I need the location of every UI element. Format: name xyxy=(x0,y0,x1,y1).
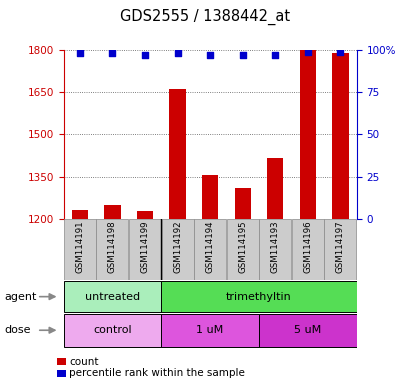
Bar xyxy=(137,211,153,219)
Text: GSM114193: GSM114193 xyxy=(270,221,279,273)
Point xyxy=(336,48,343,55)
Text: count: count xyxy=(69,357,98,367)
Point xyxy=(239,52,245,58)
Point xyxy=(271,52,278,58)
Point xyxy=(304,48,310,55)
Text: GSM114192: GSM114192 xyxy=(173,221,182,273)
Bar xyxy=(64,220,96,280)
Text: GSM114196: GSM114196 xyxy=(303,221,312,273)
Bar xyxy=(258,314,356,347)
Bar xyxy=(169,89,185,219)
Text: GSM114195: GSM114195 xyxy=(238,221,247,273)
Bar xyxy=(63,314,161,347)
Bar xyxy=(63,281,161,312)
Bar xyxy=(258,220,290,280)
Bar xyxy=(324,220,355,280)
Point xyxy=(109,50,115,56)
Bar xyxy=(234,188,250,219)
Point xyxy=(174,50,180,56)
Bar xyxy=(194,220,225,280)
Text: dose: dose xyxy=(4,325,31,335)
Bar xyxy=(161,281,356,312)
Text: 5 uM: 5 uM xyxy=(294,325,321,335)
Bar xyxy=(161,220,193,280)
Text: 1 uM: 1 uM xyxy=(196,325,223,335)
Text: GSM114191: GSM114191 xyxy=(75,221,84,273)
Bar xyxy=(331,53,348,219)
Bar xyxy=(104,205,120,219)
Text: GSM114194: GSM114194 xyxy=(205,221,214,273)
Point xyxy=(76,50,83,56)
Text: control: control xyxy=(93,325,131,335)
Bar xyxy=(96,220,128,280)
Bar xyxy=(202,175,218,219)
Text: percentile rank within the sample: percentile rank within the sample xyxy=(69,368,244,378)
Text: GSM114199: GSM114199 xyxy=(140,221,149,273)
Bar xyxy=(226,220,258,280)
Text: untreated: untreated xyxy=(85,291,139,302)
Bar xyxy=(267,158,283,219)
Text: GSM114197: GSM114197 xyxy=(335,221,344,273)
Text: agent: agent xyxy=(4,291,36,302)
Bar xyxy=(129,220,161,280)
Text: trimethyltin: trimethyltin xyxy=(225,291,291,302)
Bar xyxy=(291,220,323,280)
Text: GDS2555 / 1388442_at: GDS2555 / 1388442_at xyxy=(120,9,289,25)
Bar xyxy=(161,314,258,347)
Bar xyxy=(299,50,315,219)
Bar xyxy=(72,210,88,219)
Point xyxy=(142,52,148,58)
Text: GSM114198: GSM114198 xyxy=(108,221,117,273)
Point xyxy=(206,52,213,58)
